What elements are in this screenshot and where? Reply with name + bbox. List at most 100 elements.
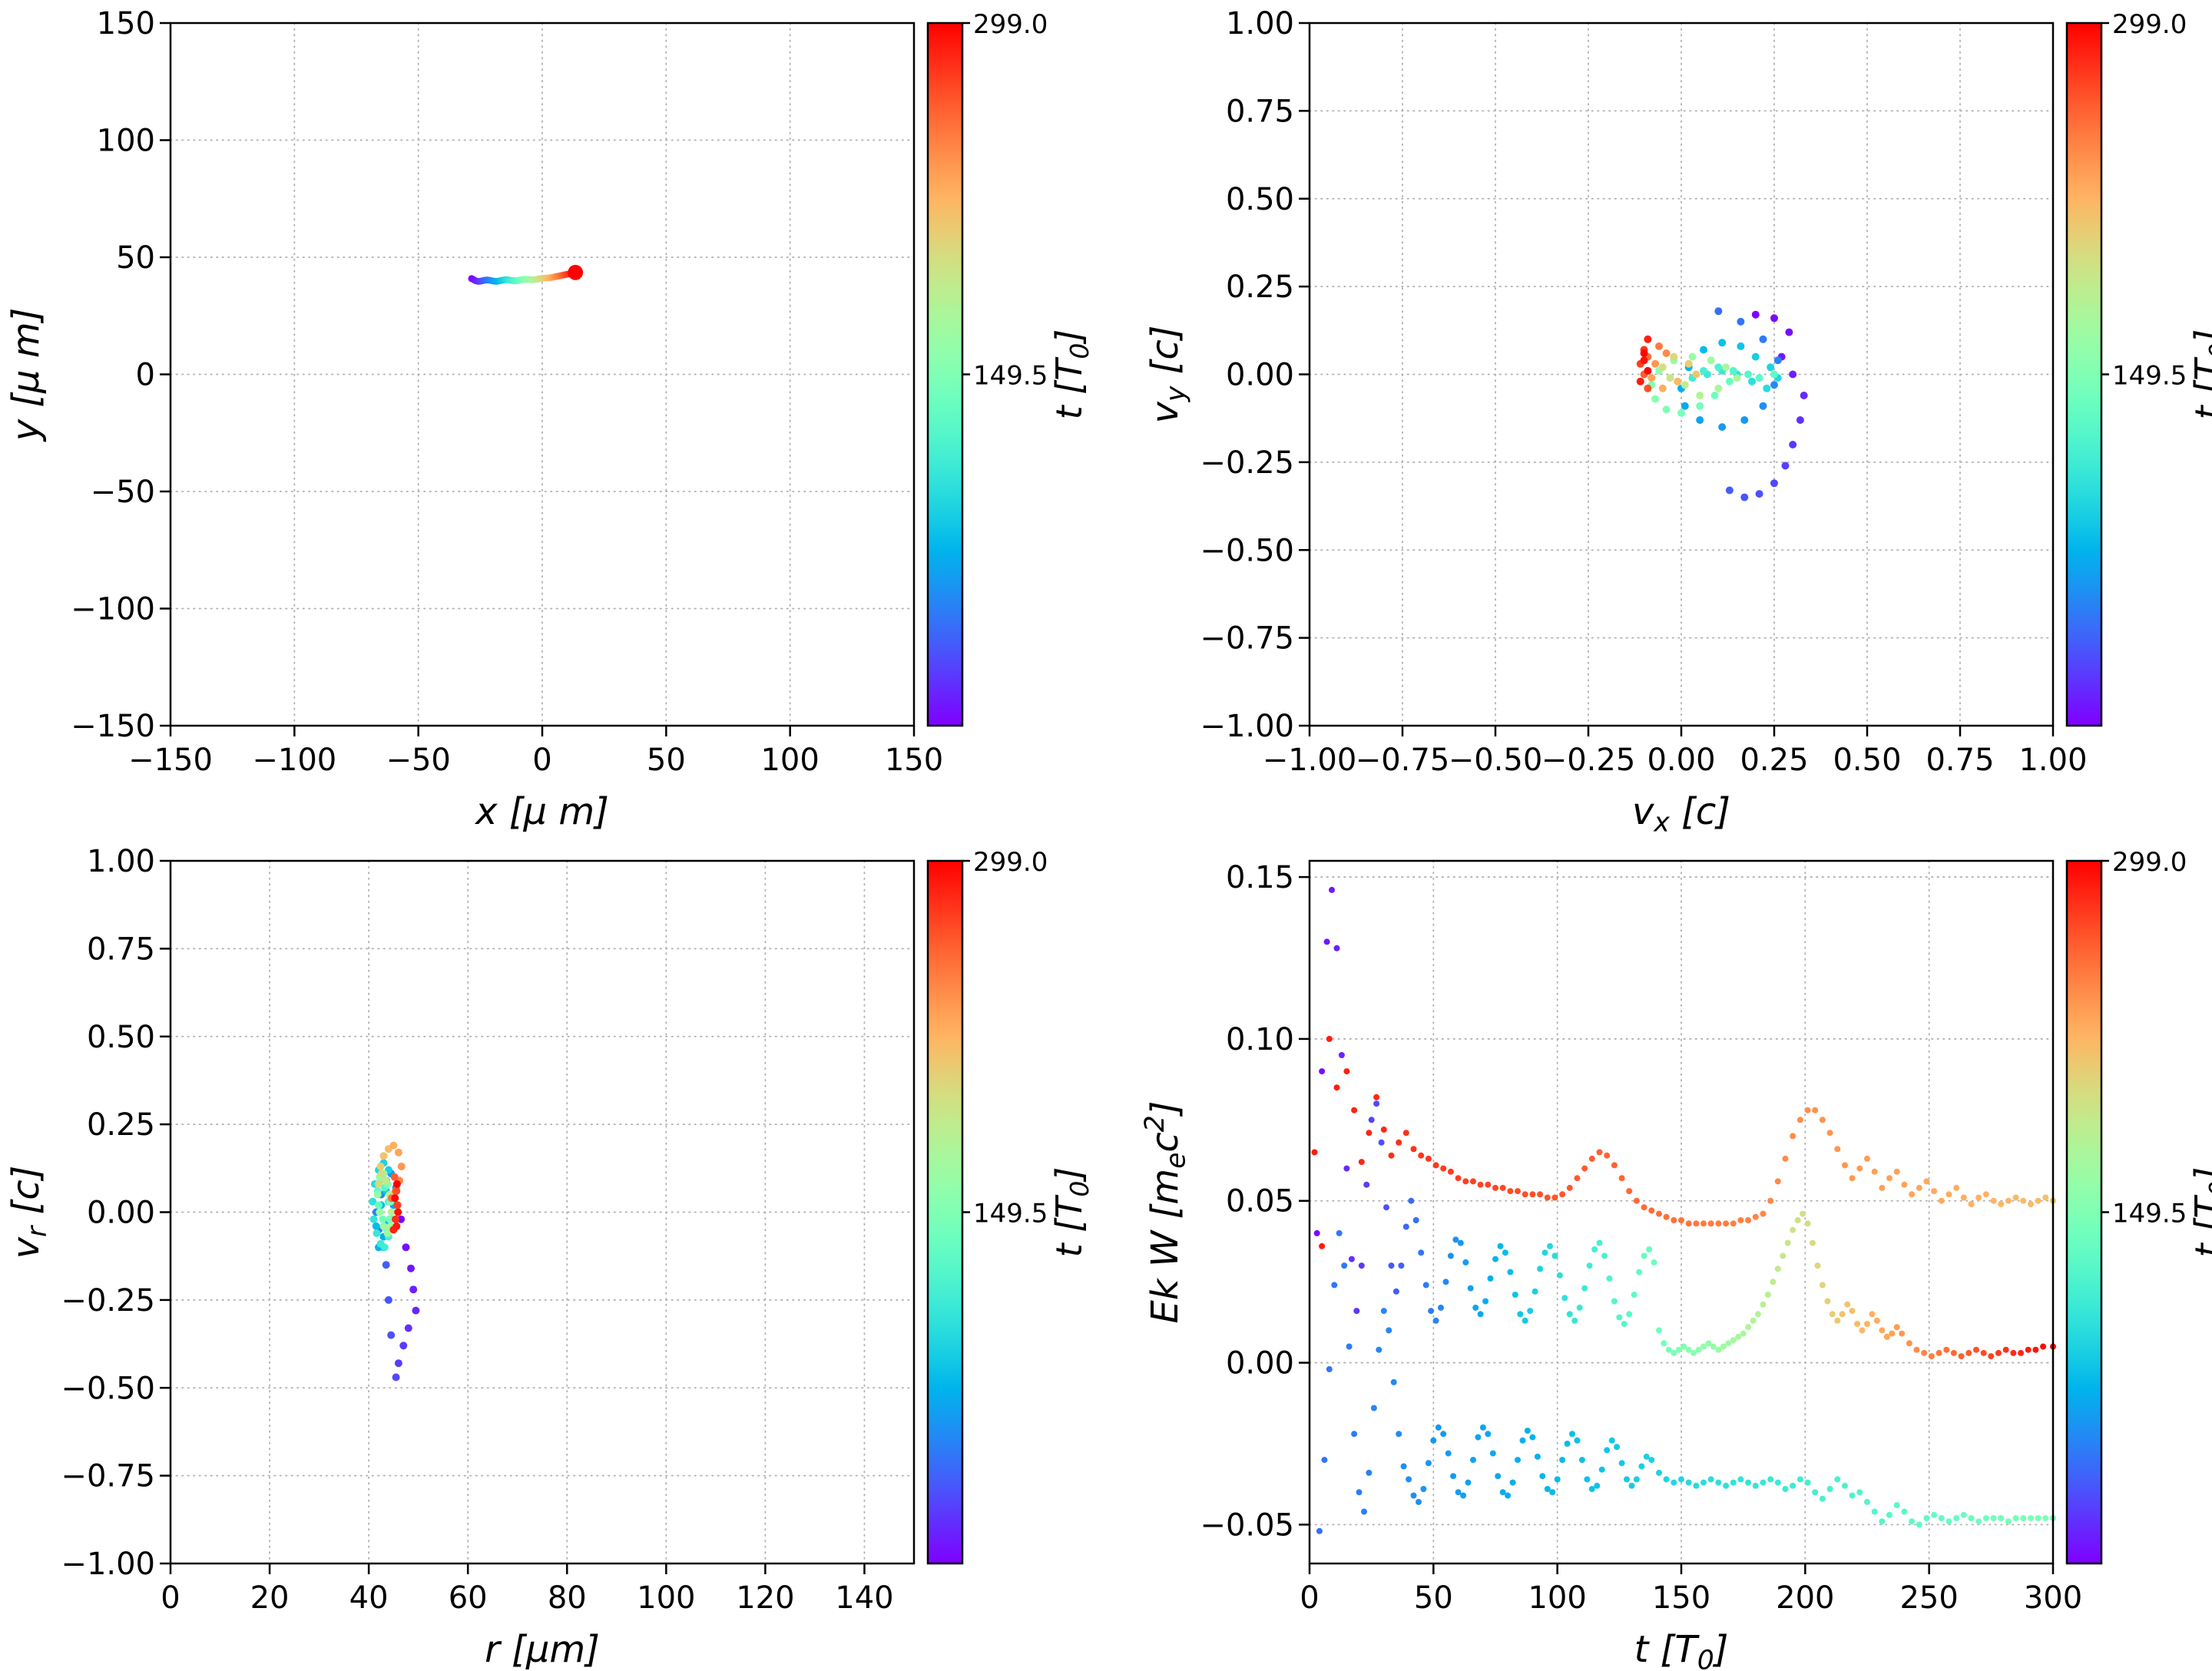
x-tick-label: 150 [1652, 1580, 1710, 1616]
y-tick-labels: −150 −100 −50 0 50 100 150 [71, 6, 155, 744]
colorbar-axis-label: t [T0] [1048, 1167, 1094, 1258]
x-tick-label: 80 [548, 1580, 587, 1616]
y-tick-label: −150 [71, 709, 155, 744]
tick-marks [1299, 875, 2055, 1574]
x-tick-label: 0.50 [1833, 743, 1901, 778]
colorbar-tick-label: 299.0 [973, 9, 1048, 40]
x-tick-label: 50 [647, 743, 686, 778]
panel-vr-vs-r: 0 20 40 60 80 100 120 140 −1.00 −0.75 −0.50 −0.25 0.… [5, 844, 1094, 1671]
tick-marks [160, 859, 866, 1574]
x-tick-label: −1.00 [1263, 743, 1357, 778]
x-tick-label: 0.00 [1647, 743, 1715, 778]
colorbar-gradient [2067, 23, 2101, 726]
x-tick-label: 0 [161, 1580, 180, 1616]
scatter-points [1636, 307, 1808, 501]
x-tick-label: 120 [736, 1580, 794, 1616]
x-tick-label: 40 [349, 1580, 389, 1616]
y-tick-label: −0.25 [61, 1283, 155, 1319]
x-tick-labels: 0 20 40 60 80 100 120 140 [161, 1580, 893, 1616]
colorbar-tick-label: 149.5 [973, 1199, 1048, 1229]
y-tick-label: −0.75 [1200, 621, 1294, 657]
colorbar-tick-label: 149.5 [2112, 1199, 2187, 1229]
x-tick-label: 140 [835, 1580, 893, 1616]
colorbar-axis-label: t [T0] [2187, 329, 2212, 420]
x-tick-label: 0.75 [1926, 743, 1994, 778]
y-axis-label: vr [c] [5, 1166, 53, 1259]
colorbar-tick-label: 149.5 [2112, 361, 2187, 392]
y-tick-label: 1.00 [87, 844, 155, 879]
colorbar-tick-label: 299.0 [2112, 847, 2187, 878]
x-tick-label: 0.25 [1740, 743, 1808, 778]
panel-energy-vs-time: 0 50 100 150 200 250 300 −0.05 0.00 0.05 0.10 0.15 t… [1140, 847, 2212, 1671]
y-tick-label: −100 [71, 592, 155, 627]
y-axis-label: Ek W [mec2] [1140, 1101, 1192, 1324]
y-tick-label: −1.00 [1200, 709, 1294, 744]
x-tick-label: 250 [1899, 1580, 1958, 1616]
colorbar-tick-label: 299.0 [2112, 9, 2187, 40]
y-axis-label: y [μ m] [5, 308, 48, 443]
y-tick-label: −0.75 [61, 1459, 155, 1494]
colorbar-gradient [2067, 861, 2101, 1563]
y-axis-label: vy [c] [1144, 326, 1192, 424]
scatter-points [1311, 886, 2056, 1534]
y-tick-label: 0.75 [87, 931, 155, 967]
x-tick-label: 60 [449, 1580, 488, 1616]
colorbar-axis-label: t [T0] [1048, 329, 1094, 420]
y-tick-label: 0 [136, 358, 155, 393]
y-tick-label: 100 [97, 124, 155, 159]
x-tick-label: 1.00 [2018, 743, 2087, 778]
y-tick-labels: −1.00 −0.75 −0.50 −0.25 0.00 0.25 0.50 0.75 1.00 [1200, 6, 1294, 744]
x-tick-label: 200 [1776, 1580, 1834, 1616]
plot-background [171, 861, 914, 1563]
y-tick-label: 0.00 [87, 1196, 155, 1231]
y-tick-label: 0.15 [1226, 860, 1294, 895]
x-axis-label: t [T0] [1634, 1628, 1729, 1671]
scatter-points [468, 264, 584, 285]
y-tick-label: 0.00 [1226, 358, 1294, 393]
y-tick-label: 0.50 [87, 1020, 155, 1055]
x-tick-label: 0 [532, 743, 551, 778]
y-tick-labels: −1.00 −0.75 −0.50 −0.25 0.00 0.25 0.50 0.75 1.00 [61, 844, 155, 1582]
y-tick-label: 50 [116, 240, 155, 276]
x-tick-labels: 0 50 100 150 200 250 300 [1300, 1580, 2082, 1616]
x-tick-labels: −1.00−0.75−0.50−0.25 0.00 0.25 0.50 0.75 1.00 [1263, 743, 2088, 778]
y-tick-label: 0.00 [1226, 1346, 1294, 1381]
y-tick-label: 0.05 [1226, 1184, 1294, 1219]
y-tick-label: −0.25 [1200, 445, 1294, 481]
x-tick-label: 50 [1414, 1580, 1453, 1616]
x-tick-label: −0.50 [1449, 743, 1543, 778]
x-tick-label: −150 [128, 743, 213, 778]
panel-trajectory-xy: −150 −100 −50 0 50 100 150 −150 −100 −50 0 50 100 150… [5, 6, 1094, 833]
x-tick-label: 100 [760, 743, 819, 778]
y-tick-label: 0.25 [87, 1107, 155, 1143]
x-axis-label: vx [c] [1632, 790, 1730, 839]
y-tick-label: −0.50 [1200, 533, 1294, 568]
y-tick-label: 150 [97, 6, 155, 41]
x-tick-label: −0.25 [1541, 743, 1636, 778]
colorbar-gradient [928, 23, 962, 726]
colorbar-gradient [928, 861, 962, 1563]
y-tick-label: 0.75 [1226, 94, 1294, 129]
panel-velocity-space: −1.00−0.75−0.50−0.25 0.00 0.25 0.50 0.75 1.00… [1144, 6, 2212, 839]
x-tick-label: −50 [386, 743, 450, 778]
colorbar-axis-label: t [T0] [2187, 1167, 2212, 1258]
x-tick-label: 0 [1300, 1580, 1319, 1616]
x-tick-label: 100 [637, 1580, 695, 1616]
y-tick-labels: −0.05 0.00 0.05 0.10 0.15 [1200, 860, 1294, 1543]
x-axis-label: r [μm] [485, 1628, 600, 1671]
y-tick-label: −0.05 [1200, 1507, 1294, 1543]
y-tick-label: 0.25 [1226, 270, 1294, 305]
x-tick-label: 20 [250, 1580, 290, 1616]
x-tick-label: −100 [252, 743, 336, 778]
scatter-points [369, 1141, 420, 1381]
x-tick-label: −0.75 [1356, 743, 1450, 778]
y-tick-label: 0.50 [1226, 182, 1294, 217]
x-tick-label: 100 [1528, 1580, 1586, 1616]
y-tick-label: −0.50 [61, 1371, 155, 1406]
colorbar-tick-label: 299.0 [973, 847, 1048, 878]
y-tick-label: −1.00 [61, 1547, 155, 1582]
y-tick-label: −50 [91, 475, 155, 510]
x-axis-label: x [μ m] [474, 790, 609, 833]
